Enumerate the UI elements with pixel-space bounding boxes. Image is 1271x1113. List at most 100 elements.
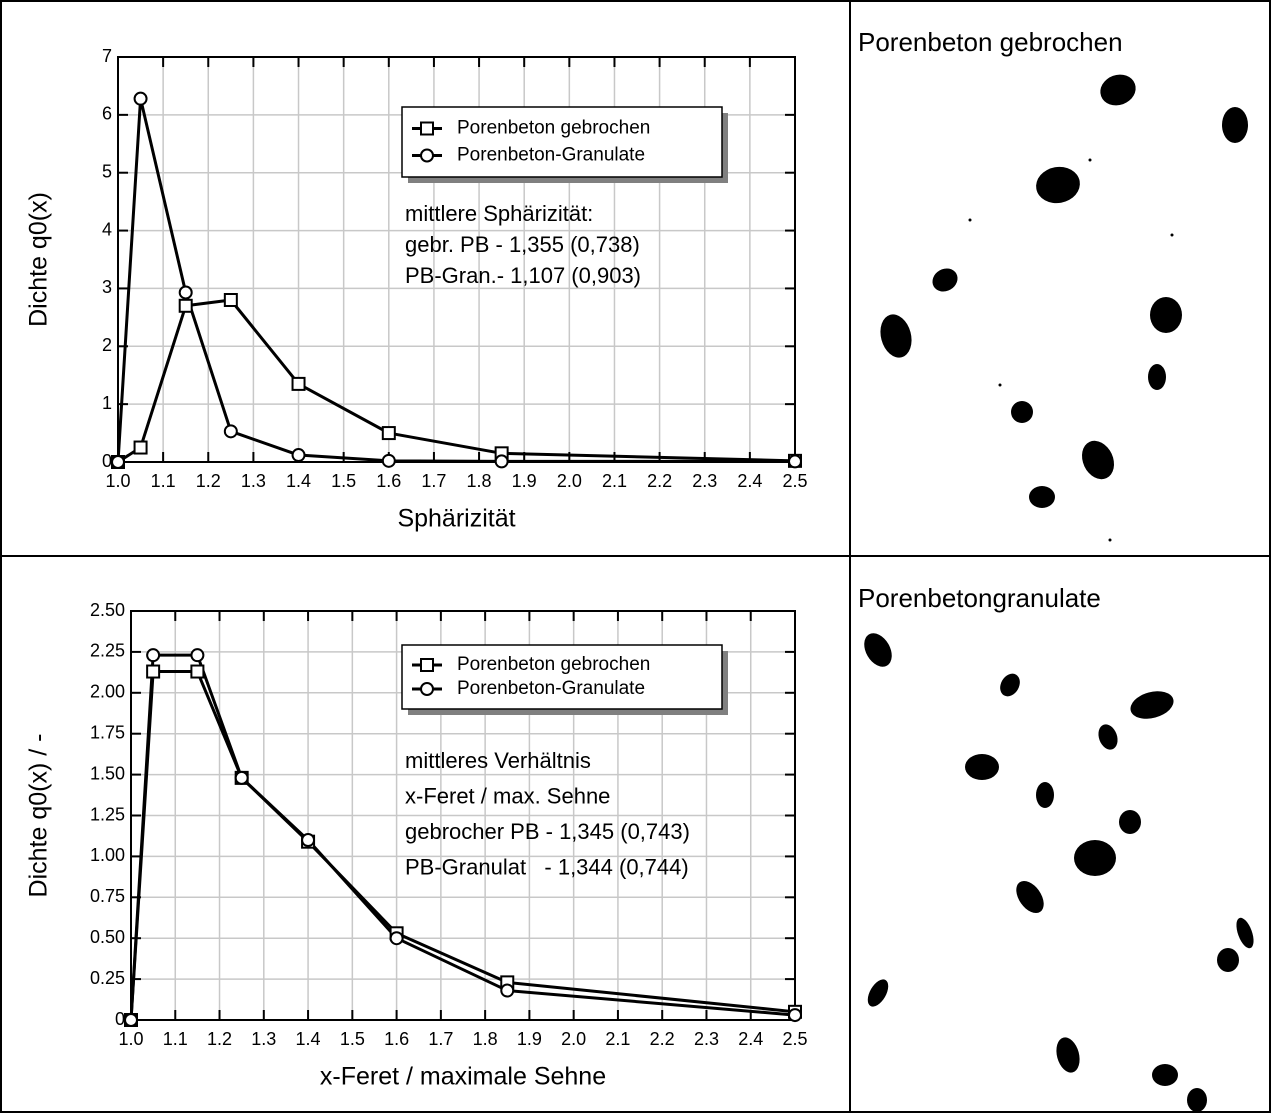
panel-title: Porenbeton gebrochen [858,27,1123,57]
y-tick-label: 2.00 [90,682,125,702]
y-tick-label: 1.50 [90,763,125,783]
marker [494,454,509,469]
x-axis-label: Sphärizität [397,505,515,533]
x-tick-label: 2.3 [694,1029,719,1049]
particle [1016,880,1044,914]
particle [1074,840,1116,876]
marker [190,664,205,679]
x-tick-label: 2.0 [557,471,582,491]
x-tick-label: 2.3 [692,471,717,491]
particle [1036,166,1080,204]
series-line [129,670,796,1021]
y-axis-label: Dichte q0(x) / - [25,734,53,898]
x-tick-label: 2.2 [647,471,672,491]
x-tick-label: 2.4 [737,471,762,491]
y-tick-label: 1.75 [90,722,125,742]
particle [1081,440,1115,480]
annotation: mittlere Sphärizität: [405,201,593,226]
particle [1148,364,1166,390]
x-tick-label: 2.2 [650,1029,675,1049]
y-tick-label: 5 [102,161,112,181]
y-tick-label: 0 [115,1009,125,1029]
x-tick-label: 1.1 [163,1029,188,1049]
x-tick-label: 1.4 [286,471,311,491]
particle [1150,297,1182,333]
y-tick-label: 2.25 [90,641,125,661]
particle [1108,538,1112,542]
y-tick-label: 7 [102,46,112,66]
particle [1152,1064,1178,1086]
marker [234,770,249,785]
series-line [129,653,796,1021]
particle [1100,74,1136,106]
marker [124,1013,138,1027]
x-tick-label: 1.6 [384,1029,409,1049]
particle [1000,673,1020,697]
y-tick-label: 2.50 [90,600,125,620]
marker [389,931,404,946]
marker [223,424,238,439]
particle [1236,917,1254,949]
particle [1187,1088,1207,1112]
marker [291,376,306,391]
marker [420,682,434,696]
particle [1119,810,1141,834]
x-tick-label: 1.8 [473,1029,498,1049]
particle [1217,948,1239,972]
y-tick-label: 1.00 [90,845,125,865]
chart: 1.0 1.1 1.2 1.3 1.4 1.5 1.6 1.7 1.8 1.9 2.0 2.1 2.2 2… [25,46,808,533]
y-tick-label: 0.75 [90,886,125,906]
y-tick-label: 6 [102,104,112,124]
particle [998,383,1002,387]
x-tick-label: 2.5 [782,471,807,491]
marker [190,648,205,663]
y-tick-label: 0.50 [90,927,125,947]
x-tick-label: 1.9 [512,471,537,491]
chart: 1.0 1.1 1.2 1.3 1.4 1.5 1.6 1.7 1.8 1.9 2.0 2.1 2.2 2… [25,600,808,1091]
annotation: gebr. PB - 1,355 (0,738) [405,232,640,257]
particle [1029,486,1055,508]
marker [146,648,161,663]
particle-image [864,74,1254,1112]
x-tick-label: 2.1 [605,1029,630,1049]
annotation: x-Feret / max. Sehne [405,783,610,808]
legend-label: Porenbeton-Granulate [457,678,645,699]
y-tick-label: 1 [102,393,112,413]
plot-frame [130,610,796,1021]
marker [178,285,193,300]
y-tick-label: 4 [102,219,112,239]
x-tick-label: 1.2 [196,471,221,491]
legend-label: Porenbeton-Granulate [457,145,645,166]
particle [1011,401,1033,423]
x-tick-label: 1.7 [421,471,446,491]
annotation: PB-Granulat - 1,344 (0,744) [405,854,689,879]
x-tick-label: 1.5 [340,1029,365,1049]
x-tick-label: 1.2 [207,1029,232,1049]
x-tick-label: 1.7 [428,1029,453,1049]
x-tick-label: 1.0 [118,1029,143,1049]
marker [420,658,434,672]
marker [223,293,238,307]
x-tick-label: 1.5 [331,471,356,491]
particle [965,754,999,780]
marker [420,148,434,163]
x-tick-label: 2.4 [738,1029,763,1049]
marker [291,448,306,463]
particle [1098,724,1118,750]
x-tick-label: 1.0 [105,471,130,491]
marker [420,121,434,136]
y-tick-label: 0 [102,451,112,471]
x-tick-label: 2.0 [561,1029,586,1049]
marker [133,440,148,455]
particle [968,218,972,222]
marker [381,426,396,441]
legend-label: Porenbeton gebrochen [457,654,650,675]
annotation: mittleres Verhältnis [405,748,591,773]
x-tick-label: 1.6 [376,471,401,491]
legend [401,106,723,178]
series-line [117,298,796,464]
x-tick-label: 1.8 [467,471,492,491]
marker [500,983,515,998]
marker [381,453,396,468]
